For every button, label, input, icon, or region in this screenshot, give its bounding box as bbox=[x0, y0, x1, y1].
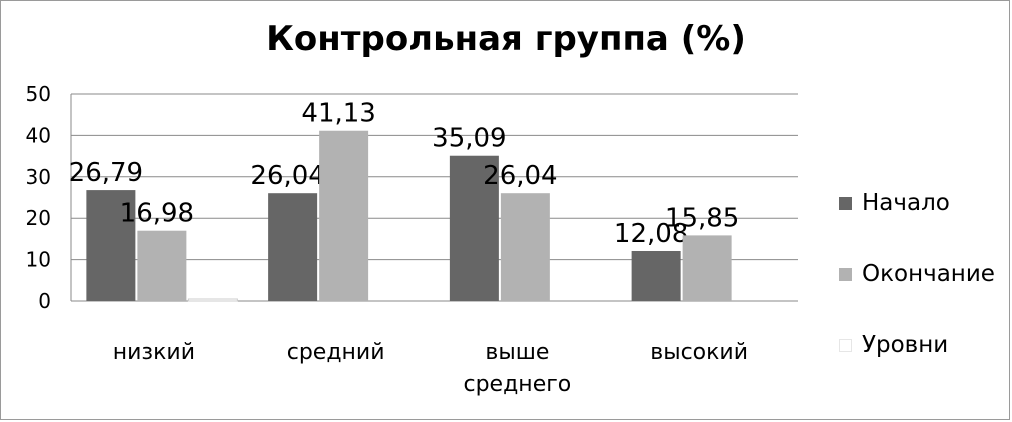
data-label: 26,79 bbox=[69, 158, 143, 188]
y-tick-label: 20 bbox=[26, 206, 51, 230]
bar bbox=[187, 298, 238, 302]
bar bbox=[449, 155, 499, 301]
bar bbox=[268, 193, 318, 301]
bar bbox=[86, 190, 136, 301]
y-tick-label: 10 bbox=[26, 248, 51, 272]
data-label: 16,98 bbox=[120, 199, 194, 229]
x-category-label: средний bbox=[287, 340, 385, 365]
legend-swatch bbox=[839, 338, 852, 352]
x-category-label: высокий bbox=[650, 340, 748, 365]
data-label: 41,13 bbox=[301, 99, 375, 129]
data-label: 35,09 bbox=[432, 124, 506, 154]
legend-label: Уровни bbox=[862, 332, 949, 358]
chart-legend: Начало Окончание Уровни bbox=[839, 181, 995, 394]
x-category-label: среднего bbox=[464, 372, 572, 397]
data-label: 15,85 bbox=[665, 203, 739, 233]
y-tick-label: 0 bbox=[38, 289, 51, 313]
legend-item: Начало bbox=[839, 181, 995, 225]
bar bbox=[631, 250, 681, 301]
legend-swatch bbox=[839, 196, 852, 210]
data-label: 26,04 bbox=[250, 161, 324, 191]
bar bbox=[500, 193, 550, 301]
legend-item: Уровни bbox=[839, 323, 995, 367]
data-label: 12,08 bbox=[614, 219, 688, 249]
bar bbox=[682, 235, 732, 301]
data-label: 26,04 bbox=[483, 161, 557, 191]
x-category-label: выше bbox=[485, 340, 549, 365]
y-tick-label: 30 bbox=[26, 165, 51, 189]
legend-label: Начало bbox=[862, 190, 950, 216]
legend-swatch bbox=[839, 267, 852, 281]
chart-title: Контрольная группа (%) bbox=[266, 19, 746, 59]
legend-item: Окончание bbox=[839, 252, 995, 296]
legend-label: Окончание bbox=[862, 261, 995, 287]
bar bbox=[319, 130, 369, 301]
x-category-label: низкий bbox=[113, 340, 195, 365]
bar bbox=[137, 230, 187, 301]
y-tick-label: 40 bbox=[26, 123, 51, 147]
y-tick-label: 50 bbox=[26, 82, 51, 106]
